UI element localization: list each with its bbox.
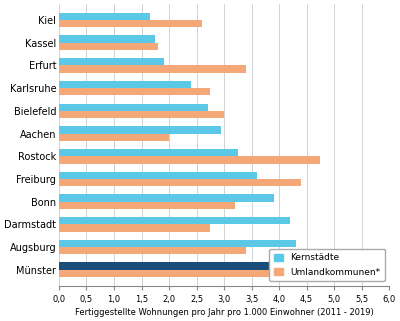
X-axis label: Fertiggestellte Wohnungen pro Jahr pro 1.000 Einwohner (2011 - 2019): Fertiggestellte Wohnungen pro Jahr pro 1… — [75, 308, 374, 317]
Bar — [59, 240, 296, 247]
Bar — [59, 36, 155, 43]
Bar — [59, 195, 274, 202]
Bar — [59, 111, 224, 118]
Bar — [59, 43, 158, 50]
Bar — [59, 202, 235, 209]
Bar — [59, 126, 221, 134]
Bar — [59, 156, 320, 163]
Bar — [59, 58, 164, 65]
Bar — [59, 65, 246, 73]
Bar — [59, 81, 191, 88]
Legend: Kernstädte, Umlandkommunen*: Kernstädte, Umlandkommunen* — [269, 249, 385, 281]
Bar — [59, 179, 301, 186]
Bar — [59, 88, 210, 95]
Bar — [59, 263, 351, 270]
Bar — [59, 224, 210, 232]
Bar — [59, 20, 202, 27]
Bar — [59, 13, 150, 20]
Bar — [59, 217, 290, 224]
Bar — [59, 172, 257, 179]
Bar — [59, 149, 238, 156]
Bar — [59, 270, 290, 277]
Bar — [59, 247, 246, 254]
Bar — [59, 134, 169, 141]
Bar — [59, 104, 208, 111]
